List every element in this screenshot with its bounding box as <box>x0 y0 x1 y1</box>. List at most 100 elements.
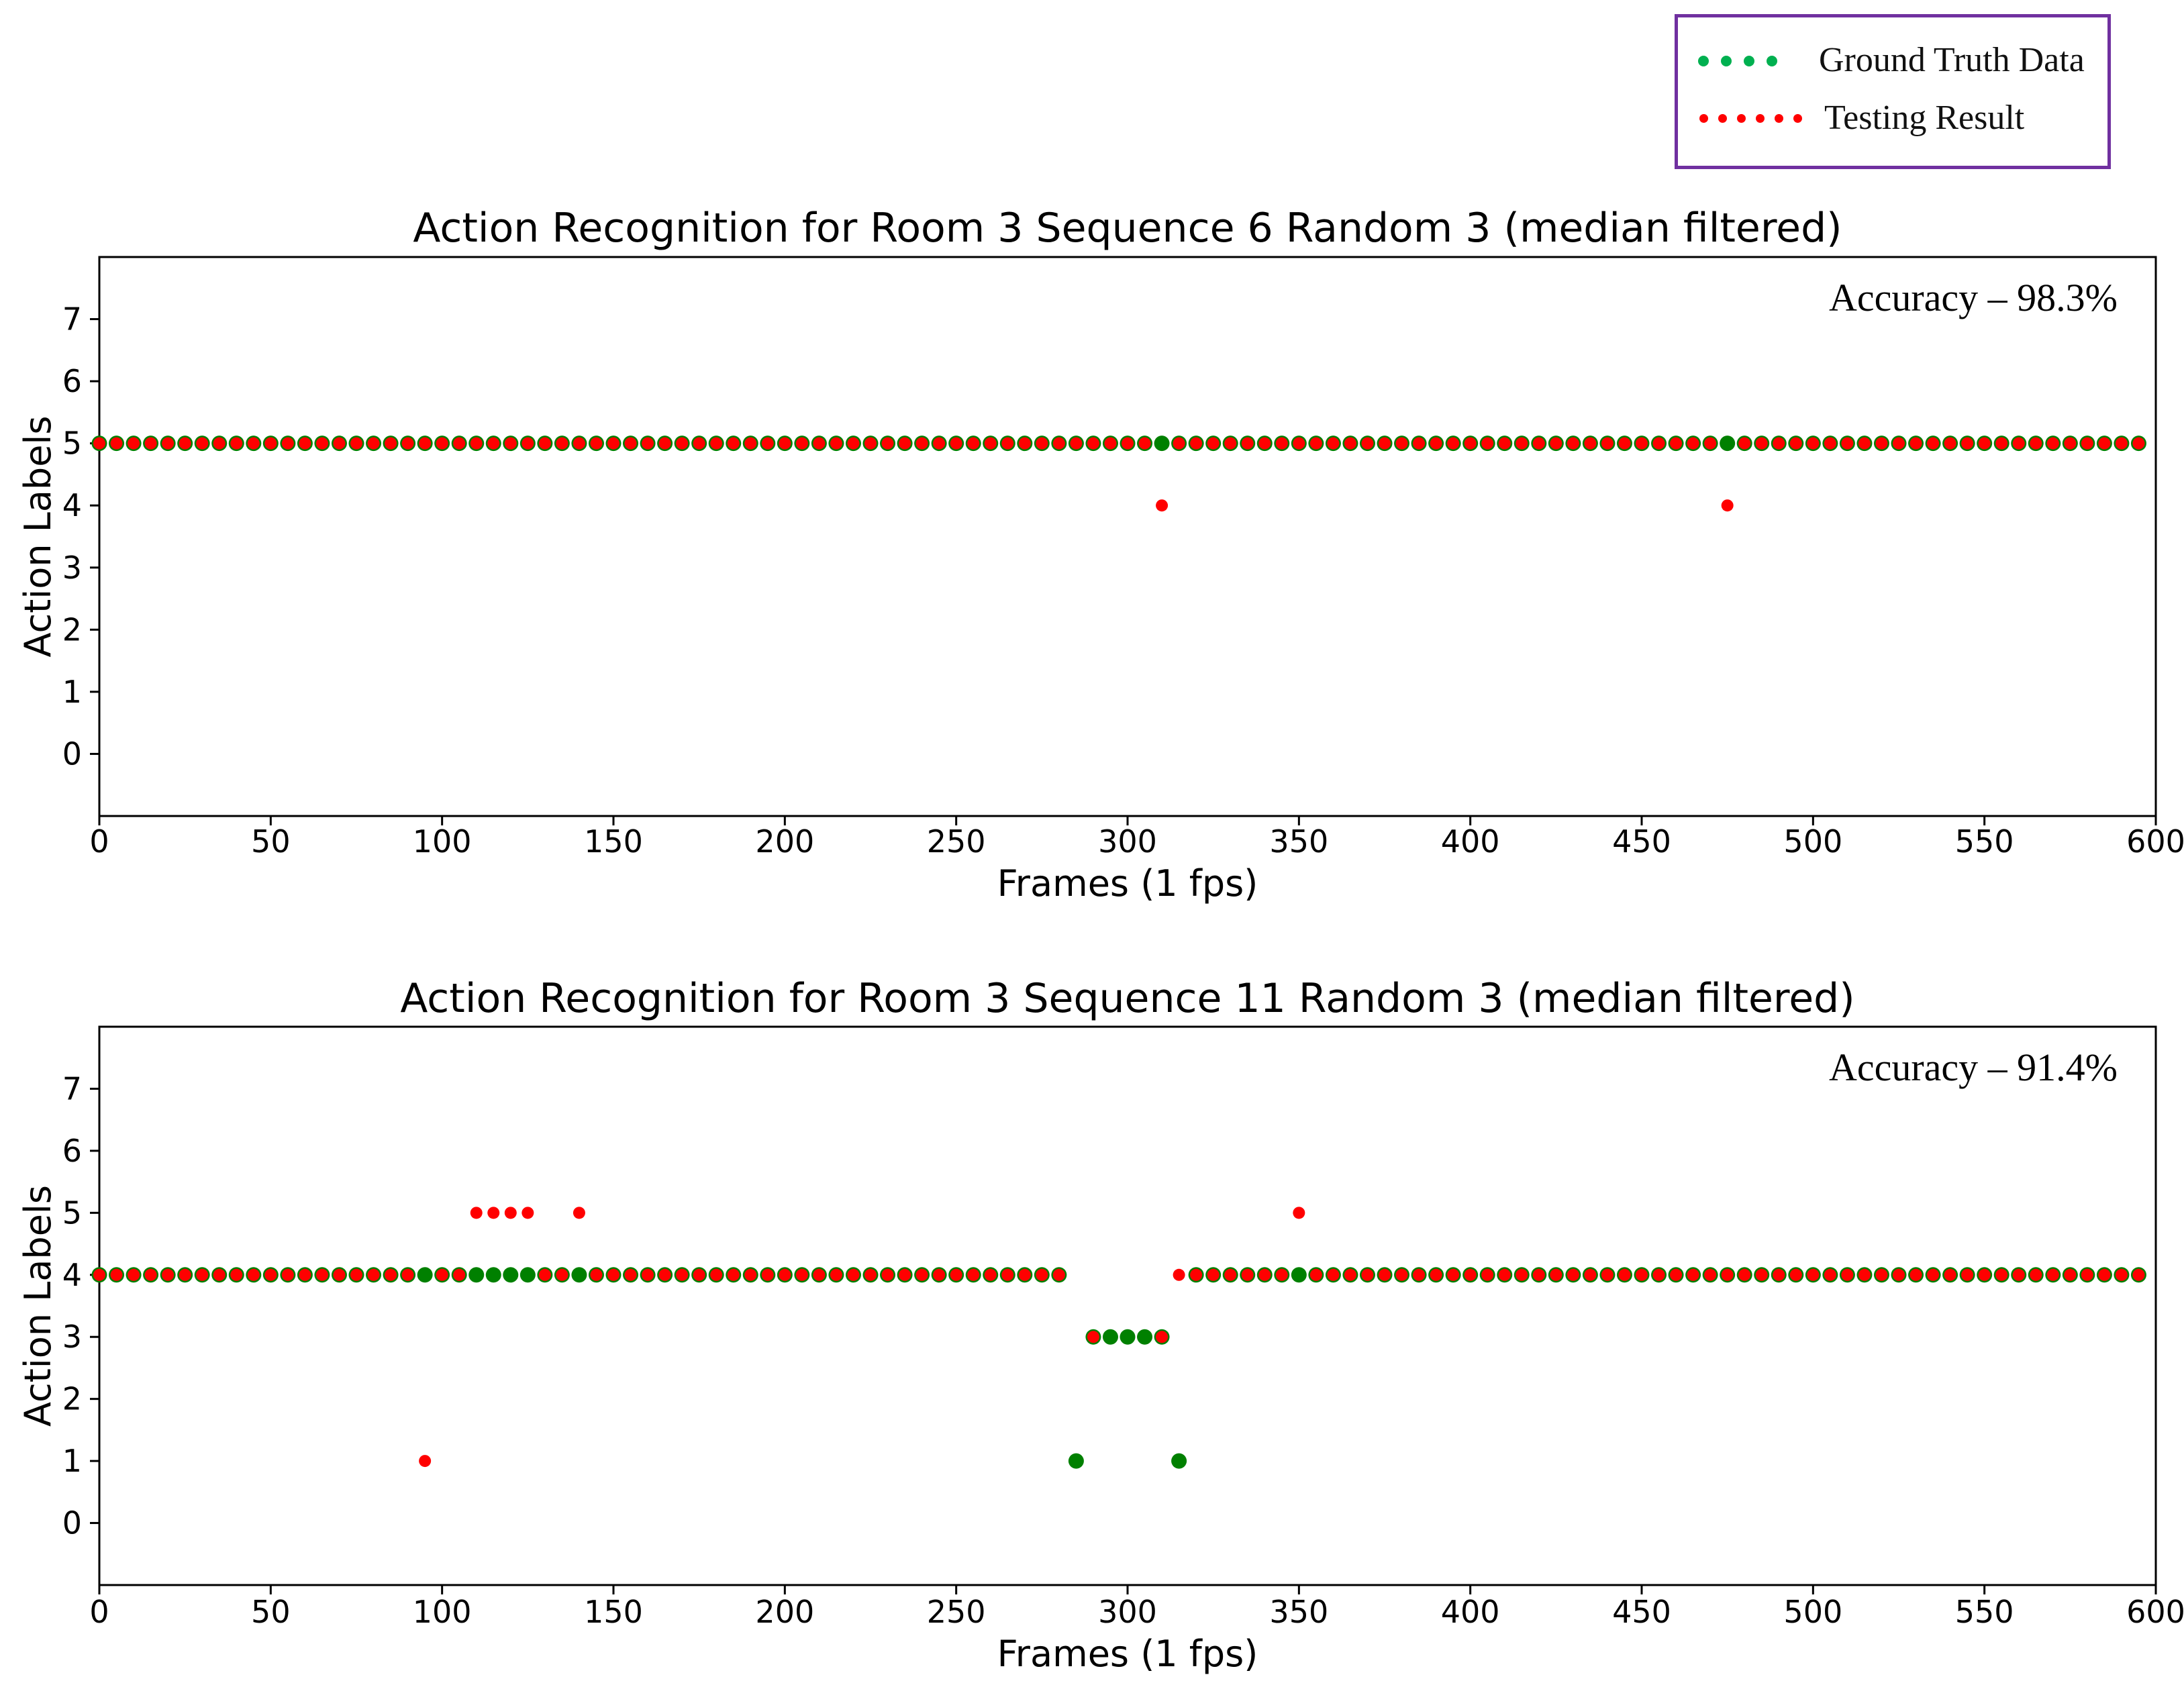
x-tick-label: 50 <box>251 1594 291 1630</box>
testing-result-point <box>1773 1268 1785 1281</box>
testing-result-point <box>1207 437 1220 450</box>
testing-result-point <box>128 437 140 450</box>
y-tick-label: 4 <box>62 487 82 523</box>
testing-result-point <box>813 1268 826 1281</box>
testing-result-point <box>573 437 585 450</box>
y-tick-label: 5 <box>62 425 82 462</box>
testing-result-point <box>1104 437 1117 450</box>
plot-frame <box>98 256 2157 817</box>
testing-result-point <box>984 437 997 450</box>
testing-result-point <box>315 1268 328 1281</box>
testing-result-point <box>247 437 260 450</box>
testing-result-point <box>1721 499 1734 512</box>
x-tick-label: 250 <box>927 823 986 860</box>
testing-result-point <box>1601 1268 1614 1281</box>
testing-result-point <box>1687 1268 1699 1281</box>
testing-result-point <box>1909 1268 1922 1281</box>
y-tick-label: 1 <box>62 674 82 710</box>
testing-result-point <box>1379 437 1391 450</box>
testing-result-point <box>128 1268 140 1281</box>
testing-result-point <box>470 1207 483 1219</box>
testing-result-point <box>1789 437 1802 450</box>
x-tick-label: 150 <box>584 823 643 860</box>
testing-result-point <box>1241 437 1254 450</box>
x-tick-label: 450 <box>1612 1594 1671 1630</box>
testing-result-point <box>727 1268 740 1281</box>
testing-result-point <box>2012 437 2025 450</box>
testing-result-point <box>1755 437 1768 450</box>
testing-result-point <box>1344 1268 1356 1281</box>
testing-result-point <box>1532 437 1545 450</box>
testing-result-point <box>1978 437 1991 450</box>
testing-result-point <box>1361 437 1374 450</box>
testing-result-point <box>1584 1268 1597 1281</box>
testing-result-point <box>1156 499 1169 512</box>
ground-truth-point <box>1720 436 1736 452</box>
testing-result-point <box>470 437 483 450</box>
testing-result-point <box>1275 1268 1288 1281</box>
y-tick-label: 0 <box>62 1505 82 1541</box>
testing-result-point <box>2081 1268 2093 1281</box>
testing-result-point <box>487 1207 500 1219</box>
testing-result-point <box>144 437 157 450</box>
testing-result-point <box>1361 1268 1374 1281</box>
testing-result-point <box>1173 437 1185 450</box>
testing-result-point <box>1670 1268 1683 1281</box>
testing-result-point <box>1241 1268 1254 1281</box>
testing-result-point <box>1052 1268 1065 1281</box>
legend-marker-testing <box>1737 114 1746 123</box>
testing-result-point <box>1430 437 1442 450</box>
y-tick-label: 3 <box>62 1319 82 1355</box>
testing-result-point <box>213 437 226 450</box>
testing-result-point <box>1018 1268 1031 1281</box>
testing-result-point <box>779 437 791 450</box>
testing-result-point <box>385 1268 397 1281</box>
testing-result-point <box>899 437 911 450</box>
testing-result-point <box>1173 1268 1185 1281</box>
x-tick-label: 0 <box>89 1594 109 1630</box>
legend-marker-testing <box>1793 114 1802 123</box>
testing-result-point <box>436 1268 448 1281</box>
testing-result-point <box>1224 1268 1237 1281</box>
testing-result-point <box>1138 437 1151 450</box>
testing-result-point <box>487 437 500 450</box>
testing-result-point <box>1550 437 1562 450</box>
testing-result-point <box>1893 437 1905 450</box>
testing-result-point <box>1824 1268 1836 1281</box>
testing-result-point <box>179 437 191 450</box>
testing-result-point <box>1995 437 2008 450</box>
testing-result-point <box>1755 1268 1768 1281</box>
testing-result-point <box>1516 437 1528 450</box>
testing-result-point <box>1927 1268 1940 1281</box>
y-tick-label: 2 <box>62 611 82 648</box>
y-axis-label: Action Labels <box>17 1185 59 1427</box>
testing-result-point <box>1001 1268 1014 1281</box>
testing-result-point <box>401 437 414 450</box>
testing-result-point <box>1395 1268 1408 1281</box>
testing-result-point <box>1224 437 1237 450</box>
testing-result-point <box>1275 437 1288 450</box>
testing-result-point <box>744 437 757 450</box>
testing-result-point <box>1567 1268 1579 1281</box>
testing-result-point <box>2132 437 2145 450</box>
x-tick-label: 350 <box>1269 823 1328 860</box>
accuracy-annotation: Accuracy – 91.4% <box>1829 1046 2118 1089</box>
y-tick-label: 5 <box>62 1194 82 1231</box>
testing-result-point <box>1395 437 1408 450</box>
testing-result-point <box>367 437 380 450</box>
testing-result-point <box>2132 1268 2145 1281</box>
testing-result-point <box>1207 1268 1220 1281</box>
ground-truth-point <box>519 1267 536 1283</box>
testing-result-point <box>1567 437 1579 450</box>
legend-marker-testing <box>1775 114 1783 123</box>
x-tick-label: 500 <box>1783 823 1842 860</box>
testing-result-point <box>1995 1268 2008 1281</box>
y-tick-label: 1 <box>62 1443 82 1479</box>
testing-result-point <box>1858 437 1871 450</box>
testing-result-point <box>1481 1268 1494 1281</box>
x-tick-label: 350 <box>1269 1594 1328 1630</box>
testing-result-point <box>795 1268 808 1281</box>
testing-result-point <box>830 437 842 450</box>
testing-result-point <box>1156 1331 1169 1343</box>
